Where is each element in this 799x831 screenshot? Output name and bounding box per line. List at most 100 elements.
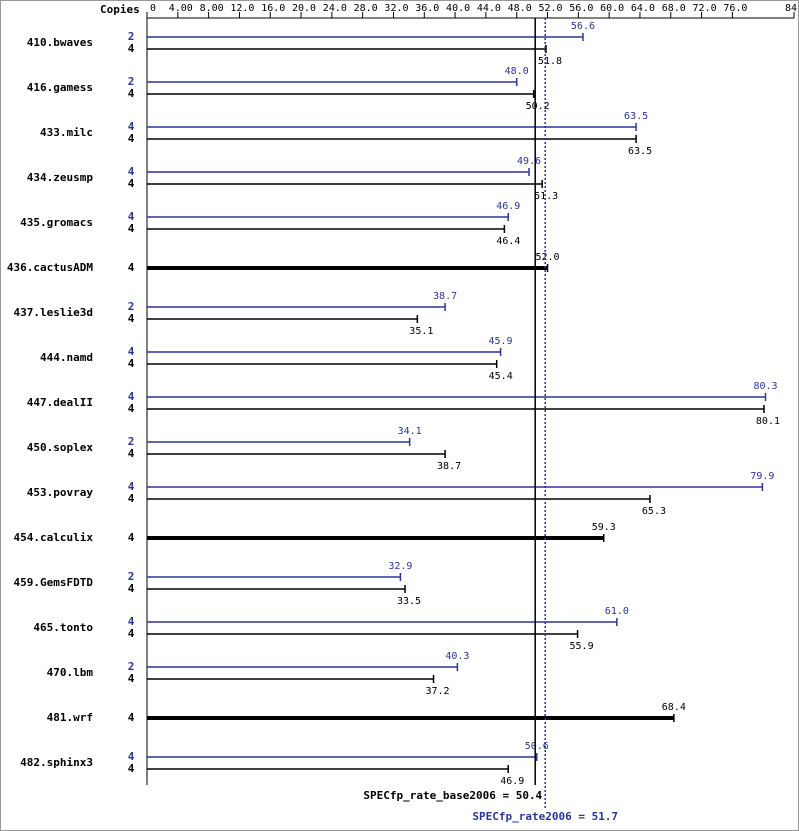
x-tick-label: 0 bbox=[150, 3, 156, 14]
category-label: 465.tonto bbox=[33, 621, 93, 634]
value-label: 46.9 bbox=[500, 776, 524, 787]
copies-label: 4 bbox=[128, 672, 135, 685]
category-label: 481.wrf bbox=[47, 711, 93, 724]
value-label: 45.4 bbox=[489, 371, 513, 382]
copies-label: 4 bbox=[128, 582, 135, 595]
value-label: 51.8 bbox=[538, 56, 562, 67]
value-label: 61.0 bbox=[605, 606, 629, 617]
x-tick-label: 32.0 bbox=[384, 3, 408, 14]
copies-label: 2 bbox=[128, 300, 135, 313]
value-label: 34.1 bbox=[398, 426, 422, 437]
copies-label: 4 bbox=[128, 345, 135, 358]
copies-label: 4 bbox=[128, 762, 135, 775]
category-label: 436.cactusADM bbox=[7, 261, 93, 274]
category-label: 434.zeusmp bbox=[27, 171, 94, 184]
reference-label: SPECfp_rate2006 = 51.7 bbox=[472, 810, 618, 823]
value-label: 79.9 bbox=[750, 471, 774, 482]
x-tick-label: 76.0 bbox=[723, 3, 747, 14]
x-tick-label: 28.0 bbox=[354, 3, 378, 14]
x-tick-label: 52.0 bbox=[538, 3, 562, 14]
copies-label: 4 bbox=[128, 615, 135, 628]
reference-label: SPECfp_rate_base2006 = 50.4 bbox=[363, 789, 542, 802]
category-label: 435.gromacs bbox=[20, 216, 93, 229]
copies-label: 4 bbox=[128, 312, 135, 325]
copies-label: 4 bbox=[128, 210, 135, 223]
copies-label: 4 bbox=[128, 402, 135, 415]
x-tick-label: 40.0 bbox=[446, 3, 470, 14]
copies-label: 4 bbox=[128, 447, 135, 460]
x-tick-label: 12.0 bbox=[230, 3, 254, 14]
value-label: 46.9 bbox=[496, 201, 520, 212]
x-tick-label: 84.0 bbox=[785, 3, 799, 14]
x-tick-label: 60.0 bbox=[600, 3, 624, 14]
value-label: 52.0 bbox=[535, 252, 559, 263]
x-tick-label: 16.0 bbox=[261, 3, 285, 14]
x-tick-label: 44.0 bbox=[477, 3, 501, 14]
value-label: 68.4 bbox=[662, 702, 686, 713]
value-label: 33.5 bbox=[397, 596, 421, 607]
value-label: 38.7 bbox=[433, 291, 457, 302]
value-label: 32.9 bbox=[388, 561, 412, 572]
copies-label: 2 bbox=[128, 660, 135, 673]
value-label: 80.1 bbox=[756, 416, 780, 427]
copies-label: 4 bbox=[128, 357, 135, 370]
x-tick-label: 64.0 bbox=[631, 3, 655, 14]
category-label: 450.soplex bbox=[27, 441, 94, 454]
value-label: 51.3 bbox=[534, 191, 558, 202]
axis-label: Copies bbox=[100, 3, 140, 16]
value-label: 65.3 bbox=[642, 506, 666, 517]
category-label: 447.dealII bbox=[27, 396, 93, 409]
copies-label: 4 bbox=[128, 480, 135, 493]
x-tick-label: 48.0 bbox=[508, 3, 532, 14]
x-tick-label: 8.00 bbox=[200, 3, 224, 14]
copies-label: 4 bbox=[128, 492, 135, 505]
copies-label: 4 bbox=[128, 627, 135, 640]
copies-label: 4 bbox=[128, 531, 135, 544]
value-label: 59.3 bbox=[592, 522, 616, 533]
copies-label: 4 bbox=[128, 711, 135, 724]
x-tick-label: 24.0 bbox=[323, 3, 347, 14]
value-label: 63.5 bbox=[628, 146, 652, 157]
category-label: 482.sphinx3 bbox=[20, 756, 93, 769]
category-label: 470.lbm bbox=[47, 666, 94, 679]
category-label: 437.leslie3d bbox=[14, 306, 93, 319]
category-label: 444.namd bbox=[40, 351, 93, 364]
copies-label: 4 bbox=[128, 261, 135, 274]
value-label: 35.1 bbox=[409, 326, 433, 337]
x-tick-label: 68.0 bbox=[662, 3, 686, 14]
category-label: 453.povray bbox=[27, 486, 94, 499]
copies-label: 4 bbox=[128, 87, 135, 100]
category-label: 454.calculix bbox=[14, 531, 94, 544]
copies-label: 2 bbox=[128, 75, 135, 88]
copies-label: 4 bbox=[128, 222, 135, 235]
copies-label: 4 bbox=[128, 390, 135, 403]
x-tick-label: 4.00 bbox=[169, 3, 193, 14]
copies-label: 2 bbox=[128, 435, 135, 448]
value-label: 46.4 bbox=[496, 236, 520, 247]
x-tick-label: 36.0 bbox=[415, 3, 439, 14]
value-label: 56.6 bbox=[571, 21, 595, 32]
value-label: 37.2 bbox=[425, 686, 449, 697]
value-label: 48.0 bbox=[505, 66, 529, 77]
value-label: 63.5 bbox=[624, 111, 648, 122]
value-label: 45.9 bbox=[488, 336, 512, 347]
value-label: 55.9 bbox=[570, 641, 594, 652]
category-label: 459.GemsFDTD bbox=[14, 576, 94, 589]
value-label: 50.2 bbox=[526, 101, 550, 112]
x-tick-label: 56.0 bbox=[569, 3, 593, 14]
copies-label: 4 bbox=[128, 177, 135, 190]
value-label: 80.3 bbox=[753, 381, 777, 392]
value-label: 38.7 bbox=[437, 461, 461, 472]
copies-label: 4 bbox=[128, 120, 135, 133]
value-label: 50.6 bbox=[525, 741, 549, 752]
copies-label: 2 bbox=[128, 30, 135, 43]
value-label: 49.6 bbox=[517, 156, 541, 167]
value-label: 40.3 bbox=[445, 651, 469, 662]
category-label: 410.bwaves bbox=[27, 36, 93, 49]
copies-label: 4 bbox=[128, 165, 135, 178]
copies-label: 4 bbox=[128, 750, 135, 763]
copies-label: 4 bbox=[128, 132, 135, 145]
copies-label: 2 bbox=[128, 570, 135, 583]
x-tick-label: 20.0 bbox=[292, 3, 316, 14]
